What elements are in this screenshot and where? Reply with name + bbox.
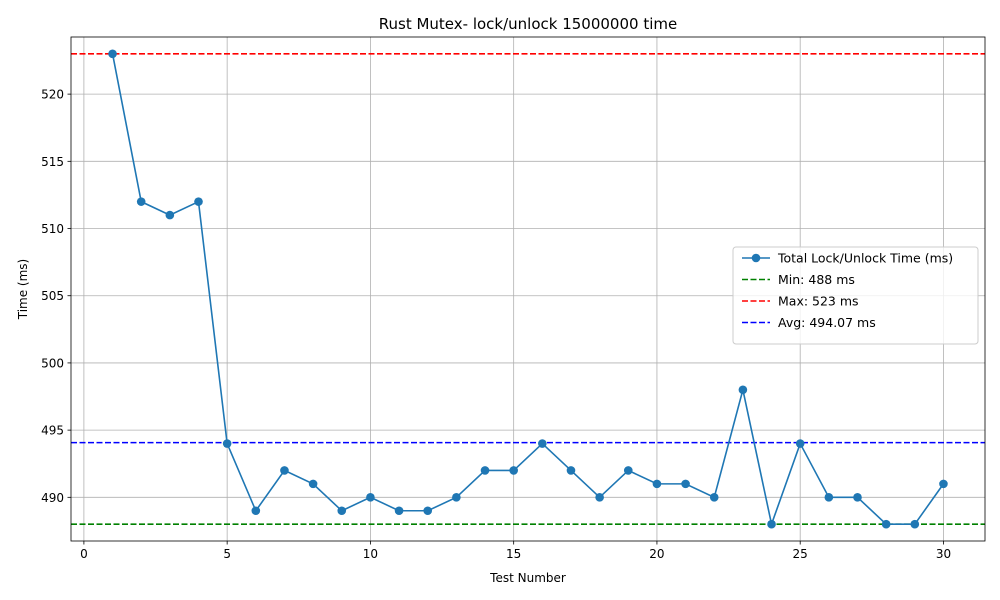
legend-label: Total Lock/Unlock Time (ms) bbox=[777, 251, 953, 266]
data-point bbox=[423, 506, 433, 516]
data-point bbox=[681, 479, 690, 489]
data-point bbox=[452, 493, 461, 502]
x-tick-label: 20 bbox=[649, 547, 664, 561]
data-point bbox=[566, 466, 576, 475]
data-point bbox=[337, 506, 347, 516]
x-tick-label: 25 bbox=[793, 547, 808, 561]
data-point bbox=[939, 479, 948, 489]
data-point bbox=[623, 466, 633, 475]
chart-title: Rust Mutex- lock/unlock 15000000 time bbox=[379, 15, 677, 33]
data-point bbox=[881, 519, 891, 529]
y-axis-title: Time (ms) bbox=[16, 259, 30, 321]
data-point bbox=[853, 493, 862, 502]
data-point bbox=[366, 493, 375, 502]
x-tick-label: 0 bbox=[80, 547, 88, 561]
x-tick-label: 15 bbox=[506, 547, 521, 561]
x-axis-title: Test Number bbox=[489, 571, 566, 585]
data-point bbox=[280, 466, 289, 475]
y-tick-label: 510 bbox=[41, 222, 64, 236]
legend-marker bbox=[751, 253, 761, 263]
y-tick-label: 520 bbox=[41, 88, 64, 102]
data-point bbox=[194, 197, 203, 206]
data-point bbox=[538, 439, 547, 448]
data-point bbox=[652, 479, 662, 489]
y-tick-label: 490 bbox=[41, 491, 64, 505]
series bbox=[108, 49, 948, 529]
y-tick-label: 515 bbox=[41, 155, 64, 169]
data-point bbox=[108, 49, 117, 59]
legend-label: Max: 523 ms bbox=[778, 294, 859, 309]
y-tick-label: 495 bbox=[41, 424, 64, 438]
data-point bbox=[509, 466, 518, 475]
x-tick-label: 30 bbox=[936, 547, 951, 561]
series-line bbox=[111, 53, 945, 528]
data-point bbox=[165, 210, 175, 220]
legend-items: Total Lock/Unlock Time (ms) Min: 488 ms Ma… bbox=[742, 251, 953, 330]
data-point bbox=[251, 506, 261, 516]
data-point bbox=[709, 493, 719, 502]
data-point bbox=[910, 519, 920, 529]
legend-label: Min: 488 ms bbox=[778, 272, 855, 287]
data-point bbox=[795, 439, 805, 448]
legend: Total Lock/Unlock Time (ms) Min: 488 ms Ma… bbox=[732, 246, 979, 345]
y-tick-label: 500 bbox=[41, 356, 64, 370]
y-axis-ticks: 490 495 500 505 510 515 520 bbox=[41, 88, 71, 505]
data-point bbox=[738, 385, 748, 395]
data-point bbox=[595, 493, 604, 502]
plot-frame bbox=[70, 36, 986, 542]
y-tick-label: 505 bbox=[41, 289, 64, 303]
data-point bbox=[394, 506, 404, 516]
legend-label: Avg: 494.07 ms bbox=[778, 315, 876, 330]
data-point bbox=[308, 479, 318, 489]
data-point bbox=[824, 493, 834, 502]
data-point bbox=[136, 197, 146, 206]
reference-lines bbox=[71, 52, 985, 526]
data-point bbox=[222, 439, 232, 448]
legend-box bbox=[732, 246, 979, 345]
x-tick-label: 5 bbox=[223, 547, 231, 561]
x-axis-ticks: 0 5 10 15 20 25 30 bbox=[80, 541, 951, 561]
data-point bbox=[480, 466, 490, 475]
data-point bbox=[767, 519, 776, 529]
x-tick-label: 10 bbox=[363, 547, 378, 561]
